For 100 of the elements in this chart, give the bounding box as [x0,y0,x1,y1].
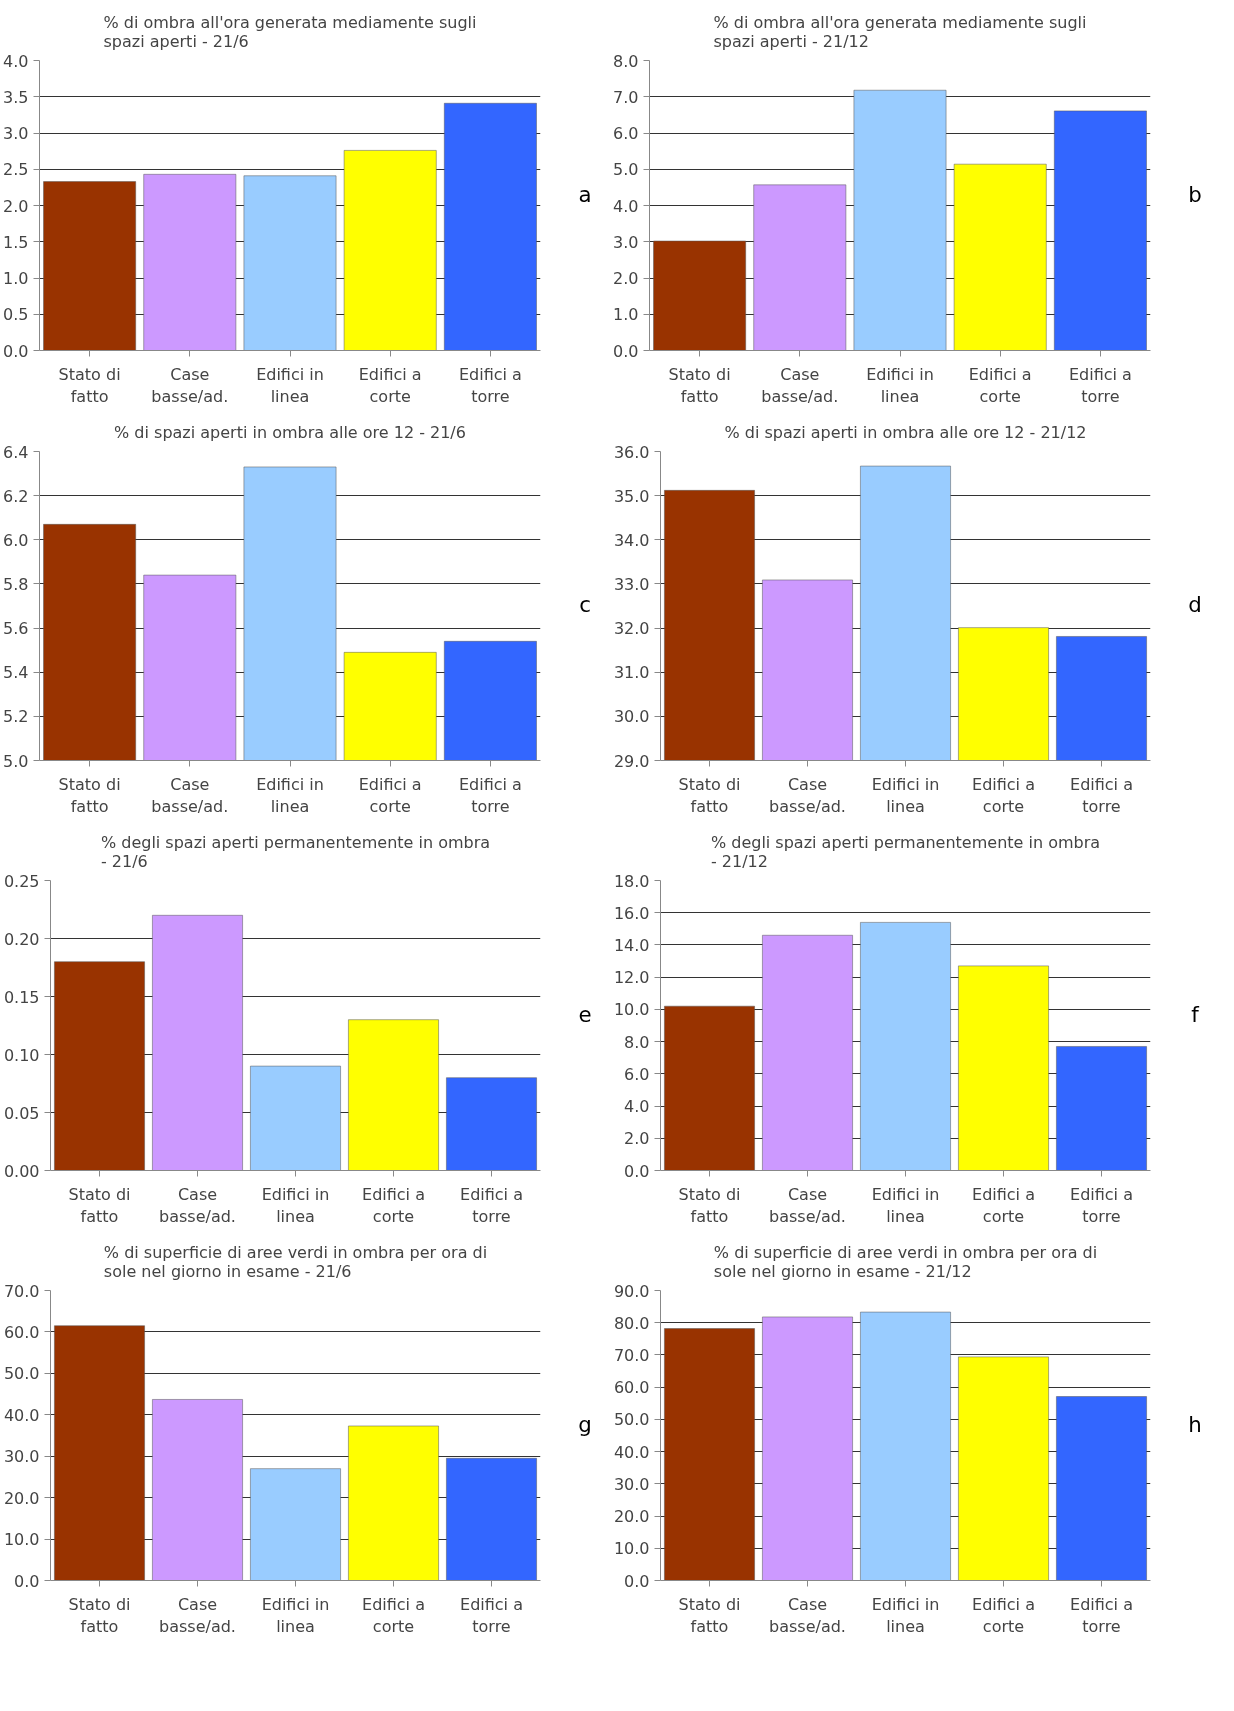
text: d [1188,591,1202,619]
bar [762,1316,853,1581]
x-tick-label: Edifici a torre [1070,1594,1133,1637]
y-tick-label: 20.0 [613,1507,650,1527]
bar [446,1077,537,1171]
y-tick-label: 0.10 [3,1045,40,1065]
y-tick-label: 30.0 [613,1474,650,1494]
x-tick-label: Edifici a torre [460,1594,523,1637]
y-tick-label: 0.0 [624,1571,650,1591]
x-tick-label: Stato di fatto [68,1594,131,1637]
x-tick-label: Edifici a corte [972,1184,1035,1227]
bar [152,915,243,1171]
y-tick-label: 4.0 [3,51,29,71]
y-tick-label: 29.0 [613,751,650,771]
y-tick-label: 6.4 [3,442,29,462]
x-tick-label: Case basse/ad. [769,1594,846,1637]
y-tick-label: 16.0 [613,903,650,923]
x-tick-label: Edifici in linea [261,1594,330,1637]
x-tick-label: Edifici a torre [1068,364,1132,407]
y-tick-label: 1.0 [613,305,639,325]
x-tick-label: Stato di fatto [68,1184,131,1227]
y-tick-label: 40.0 [3,1405,40,1425]
bar [860,922,951,1171]
chart-title: % di superficie di aree verdi in ombra per ora di sole nel giorno in esame - 21/6 [103,1242,488,1281]
y-tick-label: 6.0 [613,124,639,143]
x-tick-label: Edifici a torre [458,364,522,407]
y-tick-label: 5.2 [3,707,29,727]
y-tick-label: 0.05 [3,1103,40,1123]
y-tick-label: 2.0 [3,196,29,216]
y-tick-label: 0.20 [3,929,40,949]
bar [664,1005,755,1171]
y-tick-label: 70.0 [3,1281,40,1301]
y-tick-label: 70.0 [613,1345,650,1365]
y-tick-label: 5.0 [613,160,639,180]
x-tick-label: Edifici in linea [256,364,324,407]
bar [762,935,853,1171]
text: h [1188,1411,1202,1439]
y-tick-label: 0.0 [14,1571,40,1591]
x-tick-label: Edifici a corte [972,1594,1035,1637]
bar [54,1325,145,1581]
y-tick-label: 0.0 [613,341,639,361]
bar [343,150,437,351]
x-tick-label: Case basse/ad. [151,774,229,817]
text: b [1188,181,1202,209]
bar [1054,110,1147,351]
bar [958,1356,1049,1581]
bar [653,240,746,351]
y-tick-label: 34.0 [613,530,650,550]
x-tick-label: Edifici a torre [458,774,522,817]
y-tick-label: 3.5 [3,87,29,107]
y-tick-label: 18.0 [613,871,650,891]
chart-title: % degli spazi aperti permanentemente in ombra - 21/12 [710,832,1101,871]
y-tick-label: 5.8 [3,574,29,594]
y-tick-label: 33.0 [613,574,650,594]
x-tick-label: Edifici a corte [972,774,1035,817]
x-tick-label: Edifici a torre [1070,1184,1133,1227]
y-tick-label: 2.0 [613,269,639,288]
x-tick-label: Stato di fatto [678,1184,741,1227]
y-tick-label: 2.0 [624,1129,650,1149]
y-tick-label: 40.0 [613,1442,650,1462]
y-tick-label: 5.4 [3,663,29,683]
y-tick-label: 30.0 [613,707,650,727]
y-tick-label: 20.0 [3,1488,40,1508]
x-tick-label: Case basse/ad. [159,1594,236,1637]
bar [860,1311,951,1581]
chart-title: % di superficie di aree verdi in ombra per ora di sole nel giorno in esame - 21/12 [713,1242,1098,1281]
bar [152,1399,243,1581]
y-tick-label: 7.0 [613,87,639,107]
y-tick-label: 60.0 [613,1378,650,1398]
y-tick-label: 0.0 [3,341,29,361]
bar [444,103,537,351]
x-tick-label: Edifici a corte [358,774,422,817]
y-tick-label: 6.2 [3,486,29,506]
x-tick-label: Stato di fatto [58,774,121,817]
bar [853,89,947,351]
y-tick-label: 12.0 [613,968,650,988]
bar [753,184,847,351]
x-tick-label: Edifici in linea [871,774,940,817]
y-tick-label: 30.0 [3,1447,40,1467]
x-tick-label: Edifici in linea [256,774,324,817]
y-tick-label: 5.0 [3,751,29,771]
x-tick-label: Stato di fatto [678,1594,741,1637]
y-tick-label: 50.0 [3,1364,40,1384]
x-tick-label: Case basse/ad. [159,1184,236,1227]
y-tick-label: 10.0 [3,1530,40,1550]
text: e [578,1001,592,1029]
y-tick-label: 2.5 [3,160,29,180]
x-tick-label: Edifici a corte [362,1184,425,1227]
text: a [578,181,592,209]
y-tick-label: 50.0 [613,1410,650,1430]
y-tick-label: 10.0 [613,1539,650,1559]
y-tick-label: 8.0 [624,1032,650,1052]
x-tick-label: Stato di fatto [678,774,741,817]
y-tick-label: 36.0 [613,442,650,462]
y-tick-label: 14.0 [613,935,650,955]
x-tick-label: Edifici a corte [358,364,422,407]
bar [143,174,237,351]
y-tick-label: 32.0 [613,619,650,639]
x-tick-label: Edifici in linea [871,1184,940,1227]
chart-title: % degli spazi aperti permanentemente in ombra - 21/6 [100,832,491,871]
